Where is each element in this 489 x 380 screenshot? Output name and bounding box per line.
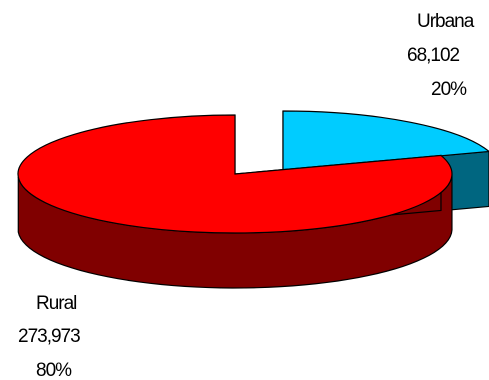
slice-rural xyxy=(17,114,453,289)
slice-label-urbana-name: Urbana xyxy=(417,11,475,32)
slice-label-urbana-percent: 20% xyxy=(431,79,467,100)
pie-slices xyxy=(17,110,489,289)
slice-label-urbana: Urbana 68,102 20% xyxy=(407,11,476,100)
slice-label-rural-name: Rural xyxy=(36,293,76,314)
slice-label-urbana-value: 68,102 xyxy=(407,45,460,66)
slice-label-rural: Rural 273,973 80% xyxy=(18,293,81,380)
slice-rural-top xyxy=(17,114,453,234)
slice-label-rural-value: 273,973 xyxy=(18,326,80,347)
slice-label-rural-percent: 80% xyxy=(36,360,72,380)
